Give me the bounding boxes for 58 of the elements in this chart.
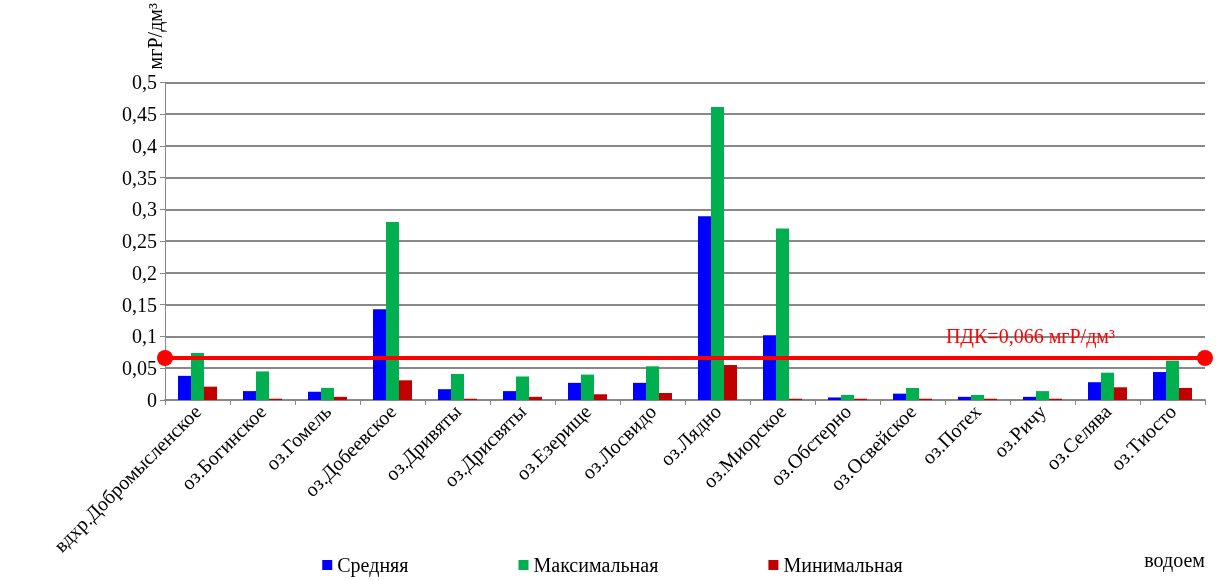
bar xyxy=(243,391,256,400)
bar xyxy=(893,393,906,400)
bar xyxy=(1101,372,1114,400)
legend-label: Максимальная xyxy=(533,554,659,576)
y-tick-label: 0,4 xyxy=(132,134,157,157)
bar xyxy=(646,366,659,400)
bar xyxy=(1088,382,1101,400)
bar xyxy=(399,380,412,400)
bar xyxy=(516,376,529,400)
bar xyxy=(438,389,451,400)
bar xyxy=(633,382,646,400)
bar xyxy=(841,394,854,400)
bar xyxy=(256,371,269,400)
y-axis-title: мгР/дм³ xyxy=(144,3,167,70)
bar xyxy=(828,397,841,400)
bar xyxy=(659,393,672,400)
bar xyxy=(503,391,516,400)
bar xyxy=(1023,396,1036,400)
y-tick-label: 0,25 xyxy=(122,230,157,253)
ref-line-label: ПДК=0,066 мгР/дм³ xyxy=(945,325,1115,349)
bar xyxy=(1153,372,1166,400)
bar xyxy=(711,107,724,400)
x-axis-title: водоем xyxy=(1144,549,1206,572)
bar xyxy=(698,216,711,400)
y-tick-label: 0,1 xyxy=(132,325,157,348)
bar xyxy=(451,373,464,400)
bar xyxy=(1114,387,1127,400)
bar xyxy=(204,386,217,400)
bar xyxy=(386,222,399,400)
y-tick-label: 0 xyxy=(147,389,157,411)
bar xyxy=(308,391,321,400)
bar xyxy=(1166,360,1179,400)
y-tick-label: 0,15 xyxy=(122,293,157,316)
legend-label: Минимальная xyxy=(783,554,903,576)
legend-label: Средняя xyxy=(337,554,409,577)
bar xyxy=(178,375,191,400)
bar xyxy=(568,382,581,400)
bar xyxy=(581,374,594,400)
y-tick-label: 0,3 xyxy=(132,198,157,221)
y-tick-label: 0,45 xyxy=(122,103,157,126)
bar xyxy=(776,228,789,400)
y-tick-label: 0,35 xyxy=(122,166,157,189)
bar xyxy=(958,396,971,400)
bar xyxy=(373,309,386,400)
bar xyxy=(334,396,347,400)
bar xyxy=(594,394,607,400)
bar xyxy=(724,365,737,400)
bar xyxy=(763,335,776,400)
bar xyxy=(1036,391,1049,400)
bar xyxy=(191,352,204,400)
bar xyxy=(971,394,984,400)
y-tick-label: 0,05 xyxy=(122,357,157,380)
y-tick-label: 0,2 xyxy=(132,261,157,284)
bar xyxy=(529,396,542,400)
bar xyxy=(321,387,334,400)
y-tick-label: 0,5 xyxy=(132,71,157,94)
bar xyxy=(1179,387,1192,400)
bar xyxy=(906,387,919,400)
